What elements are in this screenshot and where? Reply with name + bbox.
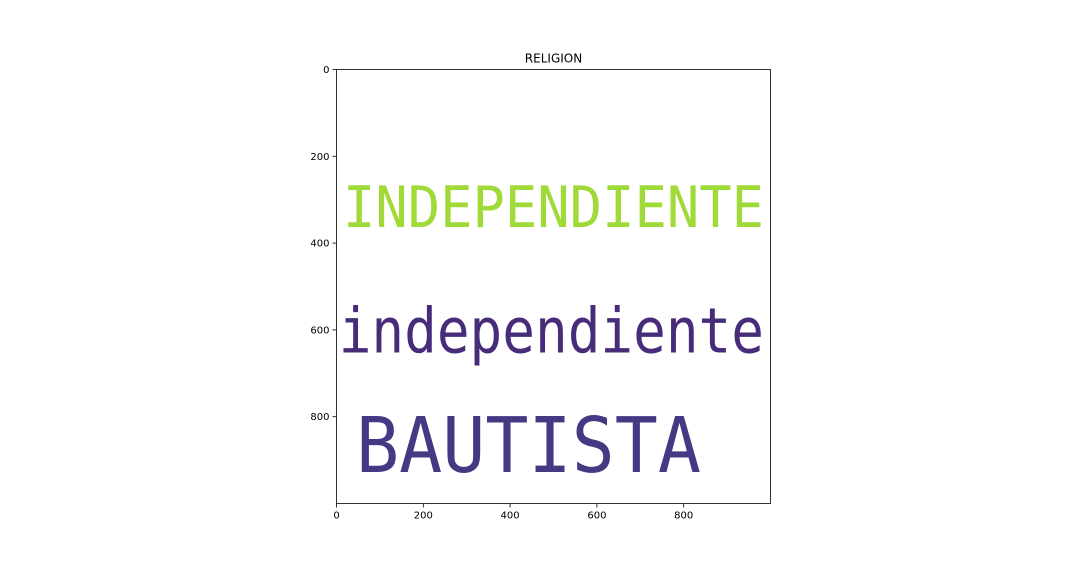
y-tick-label: 0 [323, 65, 329, 76]
y-tick-label: 600 [310, 325, 329, 336]
word-1: INDEPENDIENTE [343, 174, 764, 241]
word-3: BAUTISTA [356, 402, 701, 491]
word-2: independiente [339, 294, 764, 367]
chart-title: RELIGION [525, 52, 582, 66]
y-tick-label: 800 [310, 412, 329, 423]
y-tick-label: 400 [310, 239, 329, 250]
plot-frame [336, 69, 771, 504]
y-axis: 0 200 400 600 800 [310, 65, 337, 423]
x-tick-label: 200 [414, 511, 433, 522]
x-axis: 0 200 400 600 800 [333, 503, 693, 522]
x-tick-label: 0 [333, 511, 339, 522]
y-tick-label: 200 [310, 152, 329, 163]
x-tick-label: 800 [674, 511, 693, 522]
words-layer: INDEPENDIENTE independiente BAUTISTA [339, 174, 764, 491]
x-tick-label: 400 [501, 511, 520, 522]
x-tick-label: 600 [587, 511, 606, 522]
